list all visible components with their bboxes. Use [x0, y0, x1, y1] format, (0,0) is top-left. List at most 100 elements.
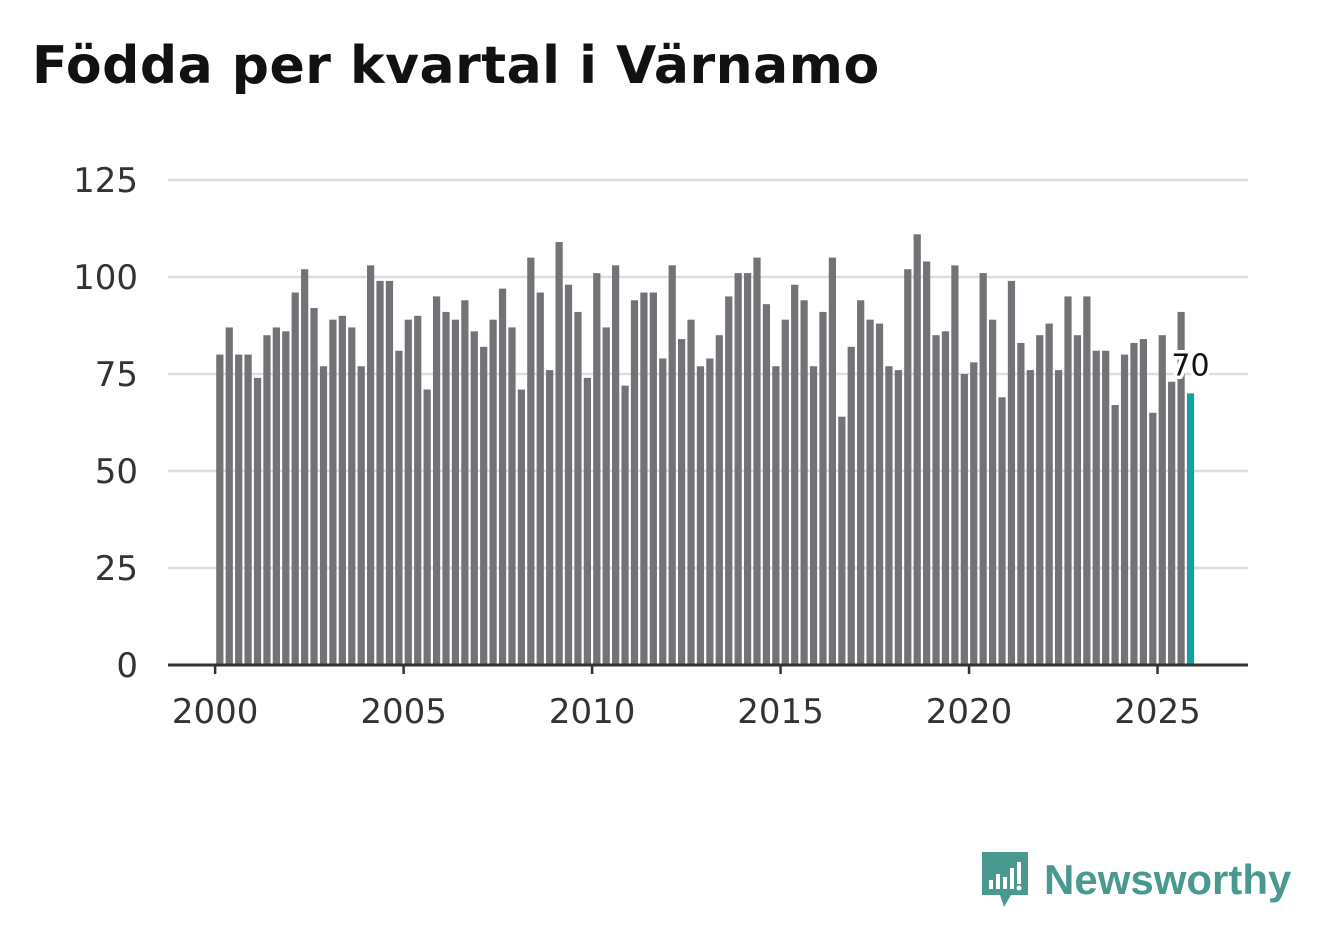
bar: [442, 311, 450, 665]
bar: [989, 319, 997, 665]
bar: [800, 300, 808, 665]
bar: [1007, 280, 1016, 665]
bar: [1083, 296, 1091, 665]
bar: [894, 370, 902, 665]
newsworthy-brand: Newsworthy: [980, 848, 1291, 912]
bar: [404, 319, 412, 665]
bar: [1168, 381, 1176, 665]
x-tick-label-2010: 2010: [549, 692, 636, 732]
newsworthy-logo-icon: [982, 852, 1028, 907]
bar: [913, 234, 921, 665]
bar: [772, 366, 780, 665]
bar: [574, 311, 582, 665]
bar: [659, 358, 667, 665]
bar: [941, 331, 950, 665]
bar: [235, 354, 243, 665]
bar: [470, 331, 478, 665]
bar: [310, 308, 318, 665]
bar: [904, 269, 912, 665]
bar: [819, 311, 827, 665]
bar: [847, 346, 855, 665]
bar: [263, 335, 271, 665]
bar: [602, 327, 610, 665]
bar: [564, 284, 573, 665]
bar: [687, 319, 695, 665]
bar: [1036, 335, 1044, 665]
bar: [348, 327, 356, 665]
bar: [791, 284, 799, 665]
bar: [762, 304, 771, 665]
bar: [338, 315, 346, 665]
bar: [367, 265, 375, 665]
bar: [838, 416, 846, 665]
bar: [216, 354, 224, 665]
bar: [923, 261, 931, 665]
bar: [678, 339, 686, 665]
bar: [498, 288, 507, 665]
bar: [621, 385, 629, 665]
y-tick-label-50: 50: [95, 452, 138, 492]
bar: [866, 319, 874, 665]
bar: [376, 280, 384, 665]
bar: [1120, 354, 1129, 665]
x-tick-label-2015: 2015: [737, 692, 824, 732]
bar: [536, 292, 544, 665]
x-axis-tick-labels: 2000 2005 2010 2015 2020 2025: [172, 692, 1201, 732]
bar: [357, 366, 365, 665]
bar: [951, 265, 959, 665]
data-label-halo: 70: [1171, 348, 1209, 383]
bar: [508, 327, 516, 665]
bar: [725, 296, 733, 665]
bar: [1026, 370, 1034, 665]
bar: [1054, 370, 1063, 665]
bar: [1102, 350, 1110, 665]
bar: [414, 315, 422, 665]
bar: [734, 273, 742, 665]
x-tick-label-2020: 2020: [926, 692, 1013, 732]
bar: [432, 296, 441, 665]
bar: [979, 273, 987, 665]
bar-highlight: [1186, 393, 1195, 665]
bar: [696, 366, 705, 665]
bar: [1064, 296, 1072, 665]
bar: [1158, 335, 1166, 665]
y-tick-label-75: 75: [95, 355, 138, 395]
bar: [555, 242, 563, 665]
bar: [1149, 412, 1157, 665]
bar: [753, 257, 761, 665]
bar: [583, 377, 591, 665]
bar: [272, 327, 280, 665]
bar: [282, 331, 290, 665]
bar: [527, 257, 535, 665]
bar: [319, 366, 328, 665]
bar: [885, 366, 893, 665]
y-tick-label-0: 0: [116, 646, 138, 686]
bar: [253, 377, 262, 665]
bar: [1045, 323, 1053, 665]
bar: [1092, 350, 1100, 665]
y-axis-tick-labels: 0 25 50 75 100 125: [73, 161, 138, 686]
x-tick-label-2005: 2005: [360, 692, 447, 732]
bar: [291, 292, 299, 665]
bar: [480, 346, 488, 665]
bar: [612, 265, 620, 665]
x-axis: [168, 663, 1248, 674]
bar: [546, 370, 554, 665]
bar: [1130, 342, 1138, 665]
y-tick-label-125: 125: [73, 161, 138, 201]
bar: [1111, 405, 1119, 665]
bar: [857, 300, 865, 665]
bar: [640, 292, 648, 665]
bar: [1073, 335, 1082, 665]
bar: [301, 269, 309, 665]
bar: [593, 273, 601, 665]
chart-title: Födda per kvartal i Värnamo: [32, 36, 880, 96]
bar: [630, 300, 639, 665]
bar: [960, 374, 968, 665]
y-tick-label-25: 25: [95, 549, 138, 589]
bar: [385, 280, 394, 665]
bar: [668, 265, 676, 665]
data-label-last: 70: [1171, 348, 1209, 383]
